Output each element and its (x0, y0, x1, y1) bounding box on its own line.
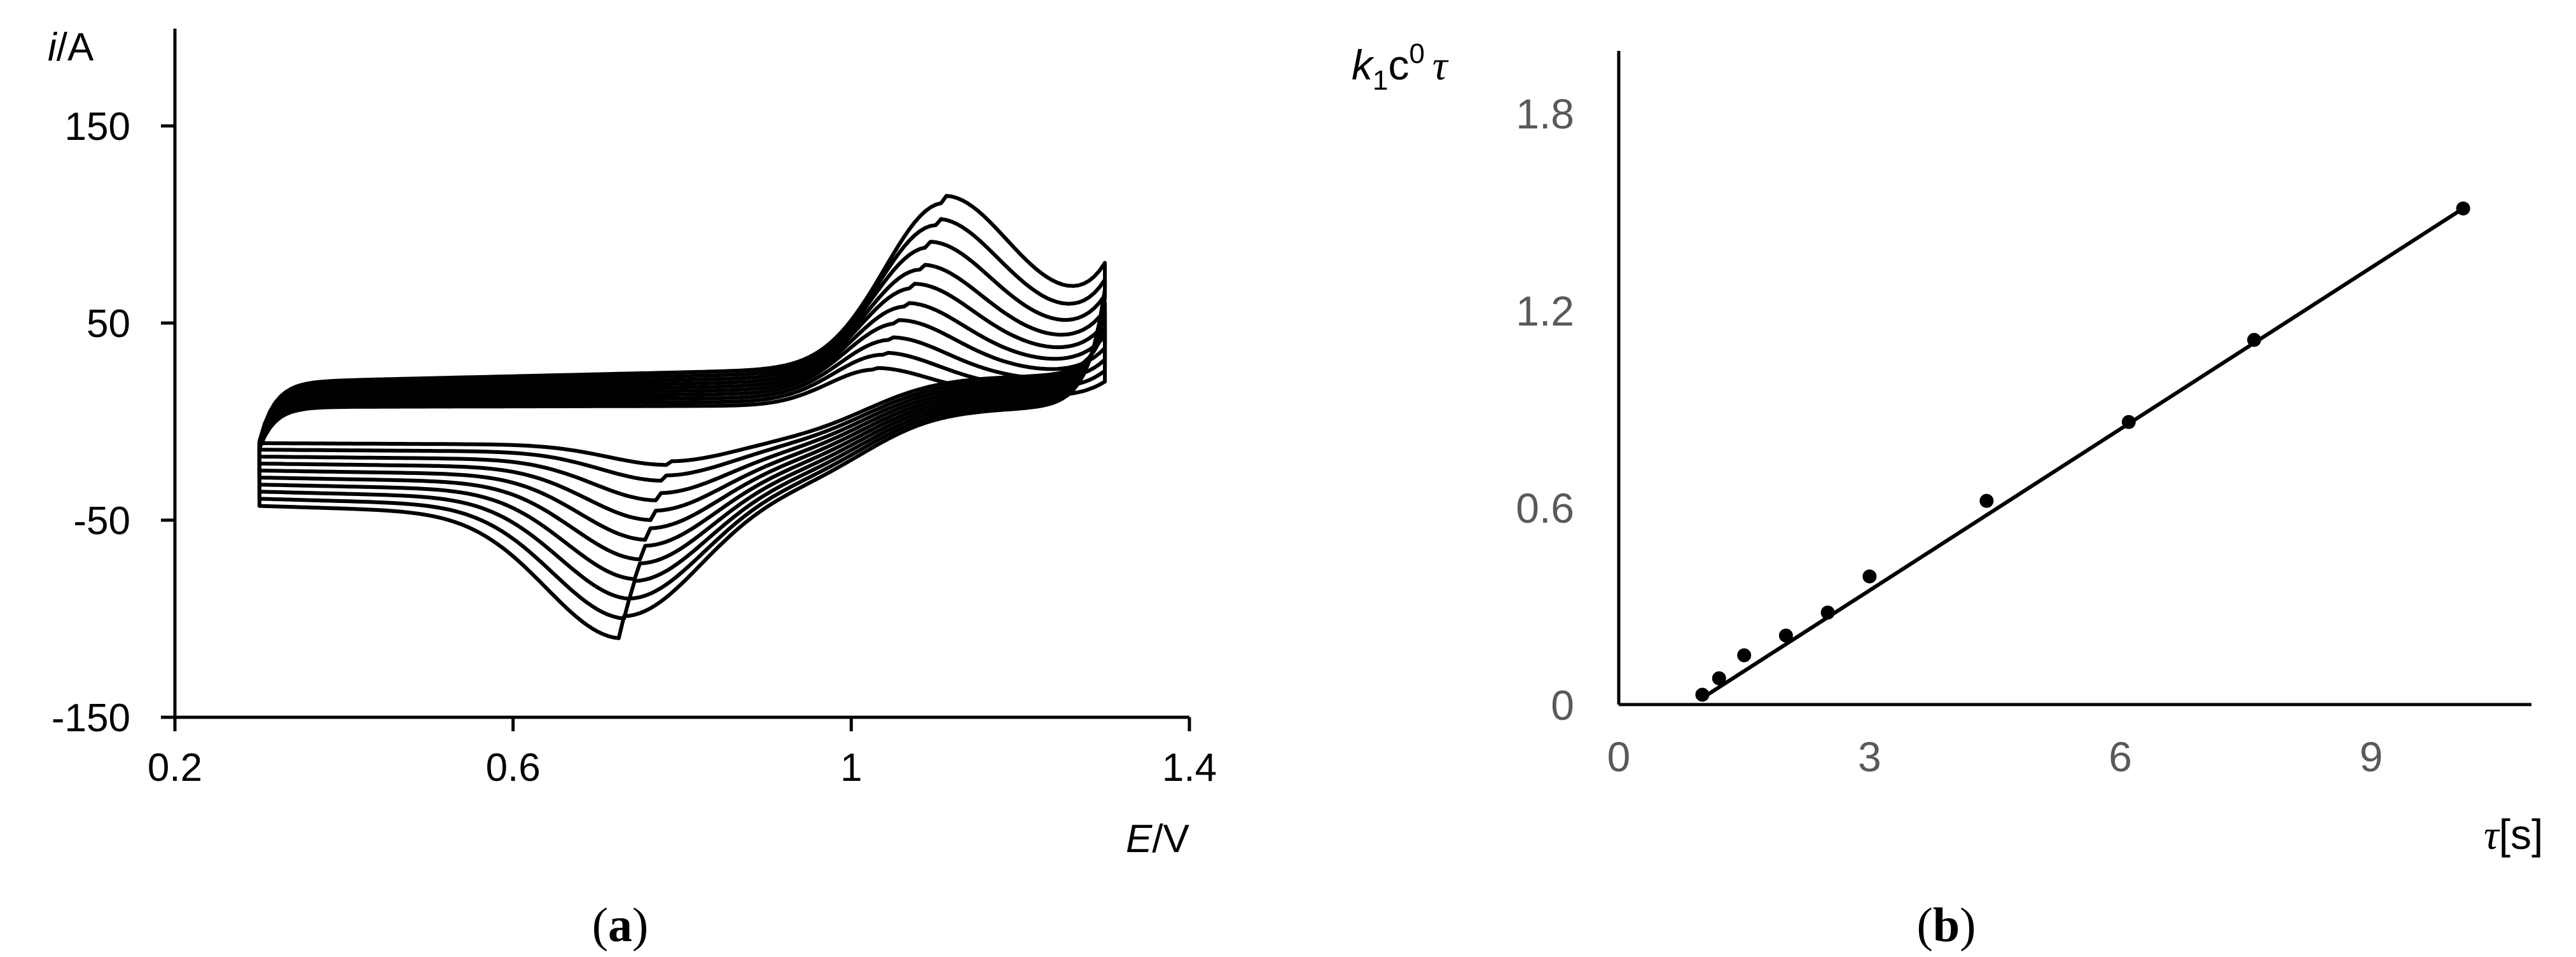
panel-b-data-point (1712, 671, 1726, 685)
panel-a-voltammogram (257, 240, 1107, 601)
panel-b-y-label-tau: τ (1432, 43, 1449, 89)
panel-b-y-tick-label: 0.6 (1516, 485, 1574, 532)
panel-a-x-tick-label: 0.6 (486, 746, 541, 790)
panel-b-y-label: k1c0 τ (1352, 38, 1449, 96)
panel-b-data-point (1695, 687, 1710, 702)
panel-b-data-point (2456, 201, 2470, 216)
panel-b-x-tick-label: 0 (1607, 733, 1631, 780)
panel-a-x-tick-label: 1.4 (1162, 746, 1217, 790)
panel-b-data-point (1778, 628, 1793, 643)
panel-b-y-label-c: c (1388, 41, 1409, 88)
panel-b-data-point (1979, 493, 1994, 508)
panel-b-y-tick-label: 1.8 (1516, 90, 1574, 137)
panel-b-y-tick-label: 1.2 (1516, 287, 1574, 334)
panel-a-y-label-italic: i (48, 25, 58, 69)
panel-a-caption-letter: a (608, 898, 632, 952)
panel-b-x-label-unit: [s] (2499, 811, 2544, 858)
panel-b-x-label: τ[s] (2484, 811, 2543, 858)
panel-b-caption-letter: b (1933, 898, 1960, 952)
panel-b-data-point (2247, 333, 2261, 347)
panel-a-y-label-unit: /A (57, 25, 94, 69)
panel-b-x-tick-label: 9 (2360, 733, 2383, 780)
panel-b-y-label-sup: 0 (1409, 38, 1424, 69)
panel-a-caption: (a) (592, 898, 649, 952)
panel-a-x-tick-label: 1 (840, 746, 862, 790)
panel-b-y-label-k: k (1352, 41, 1375, 88)
panel-a-voltammogram (257, 194, 1107, 640)
panel-a-y-tick-label: 50 (87, 302, 130, 346)
panel-b-data-point (2121, 415, 2136, 429)
panel-a-y-tick-label: -50 (73, 499, 130, 543)
panel-b-y-tick-label: 0 (1551, 682, 1574, 729)
panel-b-x-tick-label: 3 (1858, 733, 1881, 780)
panel-b-data-point (1820, 605, 1835, 620)
panel-b-fit-line (1701, 207, 2465, 700)
panel-a-curves (257, 194, 1107, 640)
panel-b-points (1695, 201, 2470, 702)
panel-a-x-tick-label: 0.2 (148, 746, 202, 790)
panel-b-ticks: 0 3 6 9 0 0.6 1.2 1.8 (1516, 90, 2383, 780)
panel-a-y-tick-label: 150 (65, 105, 130, 149)
panel-a-y-tick-label: -150 (52, 696, 130, 740)
panel-a: 0.2 0.6 1 1.4 150 50 -50 -150 i/A E/V (a) (48, 25, 1217, 952)
panel-a-y-label: i/A (48, 25, 94, 69)
panel-a-x-label-italic: E (1126, 817, 1153, 861)
panel-a-x-label-unit: /V (1152, 817, 1189, 861)
panel-a-voltammogram (257, 282, 1107, 561)
panel-b: 0 3 6 900.61.21.8 k1c0 τ τ[s] (b) (1352, 38, 2543, 952)
panel-b-data-point (1737, 648, 1752, 663)
panel-a-x-label: E/V (1126, 817, 1190, 861)
panel-a-voltammogram (257, 263, 1107, 581)
panel-b-y-label-sub: 1 (1373, 65, 1388, 96)
panel-b-x-tick-label: 6 (2109, 733, 2132, 780)
panel-a-ticks: 0.2 0.6 1 1.4 150 50 -50 -150 (52, 105, 1217, 790)
panel-b-data-point (1862, 569, 1877, 584)
panel-b-caption: (b) (1917, 898, 1976, 952)
panel-b-x-label-tau: τ (2484, 812, 2500, 858)
